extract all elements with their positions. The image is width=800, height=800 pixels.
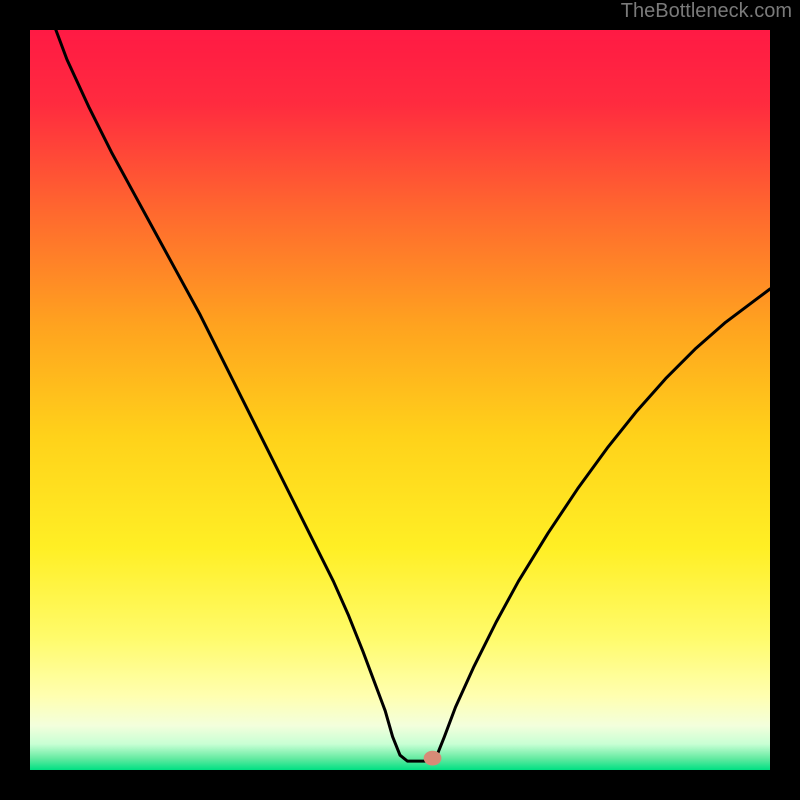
optimal-point-marker xyxy=(424,751,442,766)
plot-interior xyxy=(30,30,770,770)
chart-container: TheBottleneck.com xyxy=(0,0,800,800)
attribution-label: TheBottleneck.com xyxy=(621,0,792,23)
bottleneck-chart-svg xyxy=(0,0,800,800)
